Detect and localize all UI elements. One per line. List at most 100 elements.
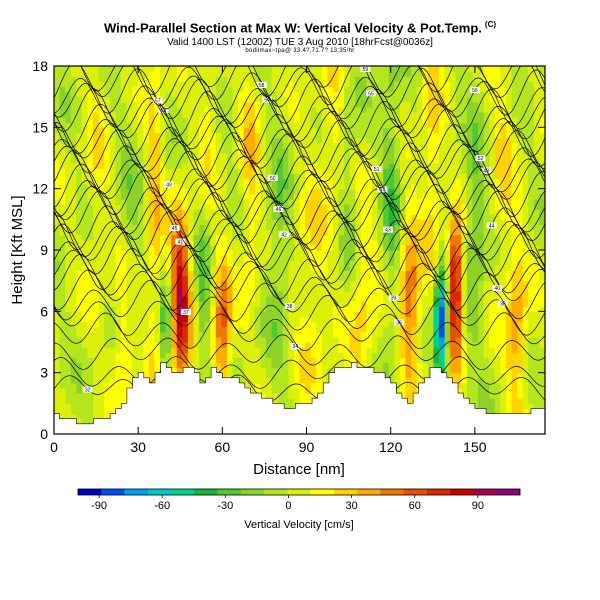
heatmap-cell xyxy=(305,127,312,134)
heatmap-cell xyxy=(338,66,345,72)
heatmap-cell xyxy=(115,106,122,113)
heatmap-cell xyxy=(221,311,228,318)
heatmap-cell xyxy=(332,352,340,358)
heatmap-cell xyxy=(254,362,262,369)
heatmap-cell xyxy=(249,142,256,149)
heatmap-cell xyxy=(299,270,306,277)
heatmap-cell xyxy=(277,367,284,374)
heatmap-cell xyxy=(93,152,100,159)
heatmap-cell xyxy=(372,81,379,88)
heatmap-cell xyxy=(143,362,150,369)
heatmap-cell xyxy=(349,158,356,164)
heatmap-cell xyxy=(249,86,256,93)
heatmap-cell xyxy=(182,106,189,113)
title-badge: (C) xyxy=(484,20,497,29)
heatmap-cell xyxy=(427,250,435,256)
heatmap-cell xyxy=(411,229,418,236)
heatmap-cell xyxy=(293,147,301,154)
heatmap-cell xyxy=(321,101,328,108)
heatmap-cell xyxy=(277,239,284,246)
heatmap-cell xyxy=(411,352,418,358)
heatmap-cell xyxy=(176,198,183,205)
heatmap-cell xyxy=(372,198,379,205)
heatmap-cell xyxy=(349,214,356,220)
heatmap-cell xyxy=(427,137,435,144)
heatmap-cell xyxy=(132,122,139,128)
heatmap-cell xyxy=(176,265,183,272)
heatmap-cell xyxy=(65,117,72,123)
heatmap-cell xyxy=(154,229,161,236)
heatmap-cell xyxy=(388,239,395,246)
heatmap-cell xyxy=(305,393,312,399)
heatmap-cell xyxy=(377,352,384,358)
heatmap-cell xyxy=(344,265,351,272)
heatmap-cell xyxy=(338,71,345,77)
heatmap-cell xyxy=(372,336,379,343)
heatmap-cell xyxy=(76,147,83,154)
heatmap-cell xyxy=(109,91,116,98)
heatmap-cell xyxy=(104,250,111,256)
heatmap-cell xyxy=(277,393,284,399)
heatmap-cell xyxy=(266,336,273,343)
heatmap-cell xyxy=(70,163,77,169)
heatmap-cell xyxy=(87,280,94,287)
heatmap-cell xyxy=(416,163,423,169)
heatmap-cell xyxy=(243,347,250,353)
heatmap-cell xyxy=(310,275,317,282)
heatmap-cell xyxy=(394,214,401,220)
heatmap-cell xyxy=(109,81,116,88)
heatmap-cell xyxy=(360,209,368,215)
heatmap-cell xyxy=(215,357,222,364)
heatmap-cell xyxy=(187,127,195,134)
heatmap-cell xyxy=(377,106,384,113)
heatmap-cell xyxy=(148,66,156,72)
heatmap-cell xyxy=(366,285,373,292)
heatmap-cell xyxy=(377,137,384,144)
heatmap-cell xyxy=(383,301,390,307)
heatmap-cell xyxy=(327,316,334,323)
heatmap-cell xyxy=(344,178,351,185)
heatmap-cell xyxy=(120,321,128,328)
heatmap-cell xyxy=(171,66,178,72)
heatmap-cell xyxy=(377,147,384,154)
heatmap-cell xyxy=(260,301,267,307)
heatmap-cell xyxy=(433,142,440,149)
heatmap-cell xyxy=(260,127,267,134)
heatmap-cell xyxy=(81,275,89,282)
heatmap-cell xyxy=(305,301,312,307)
heatmap-cell xyxy=(260,193,267,200)
heatmap-cell xyxy=(132,275,139,282)
heatmap-cell xyxy=(310,229,317,236)
heatmap-cell xyxy=(193,214,200,220)
heatmap-cell xyxy=(377,270,384,277)
heatmap-cell xyxy=(288,388,295,394)
heatmap-cell xyxy=(70,398,77,404)
heatmap-cell xyxy=(416,127,423,134)
heatmap-cell xyxy=(81,255,89,261)
heatmap-cell xyxy=(338,311,345,318)
heatmap-cell xyxy=(76,388,83,394)
heatmap-cell xyxy=(427,183,435,190)
heatmap-cell xyxy=(433,316,440,323)
heatmap-cell xyxy=(349,316,356,323)
heatmap-cell xyxy=(305,101,312,108)
heatmap-cell xyxy=(137,214,144,220)
heatmap-cell xyxy=(115,86,122,93)
heatmap-cell xyxy=(76,290,83,297)
heatmap-cell xyxy=(405,234,412,241)
heatmap-cell xyxy=(93,142,100,149)
heatmap-cell xyxy=(355,326,362,333)
heatmap-cell xyxy=(148,372,156,379)
heatmap-cell xyxy=(332,106,340,113)
heatmap-cell xyxy=(332,132,340,139)
heatmap-cell xyxy=(81,280,89,287)
heatmap-cell xyxy=(277,290,284,297)
heatmap-cell xyxy=(132,306,139,312)
heatmap-cell xyxy=(93,326,100,333)
heatmap-cell xyxy=(176,311,183,318)
heatmap-cell xyxy=(399,244,407,251)
heatmap-cell xyxy=(120,81,128,88)
heatmap-cell xyxy=(394,275,401,282)
heatmap-cell xyxy=(305,198,312,205)
heatmap-cell xyxy=(160,209,167,215)
